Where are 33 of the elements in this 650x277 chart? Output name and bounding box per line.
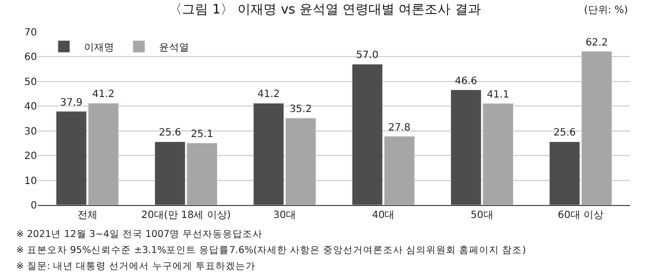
data-label: 41.2 (92, 89, 115, 100)
data-label: 62.2 (586, 37, 608, 48)
x-tick-label: 전체 (77, 210, 98, 221)
text: ※ 표본오차 95%신뢰수준 ±3.1%포인트 응답률7.6%(자세한 사항은 중앙선거여론조사 심의위원회 홈페이지 참조) (16, 245, 526, 256)
data-label: 25.6 (158, 128, 182, 139)
y-tick-label: 50 (24, 76, 37, 88)
y-tick-label: 60 (24, 52, 37, 64)
data-label: 41.2 (258, 89, 280, 100)
text: ※ 질문: 내년 대통령 선거에서 누구에게 투표하겠는가 (16, 261, 256, 272)
x-tick-label: 30대 (273, 210, 296, 221)
text: ※ 2021년 12월 3~4일 전국 1007명 무선자동응답조사 (16, 229, 263, 240)
chart-title: 〈그림 1〉 이재명 vs 윤석열 연령대별 여론조사 결과 (169, 2, 481, 18)
data-label: 27.8 (388, 122, 411, 134)
text: (단위: %) (584, 5, 628, 16)
x-tick-label: 20대(만 18세 이상) (141, 210, 231, 221)
data-label: 35.2 (290, 104, 312, 116)
x-tick-label: 40대 (372, 210, 395, 221)
y-tick-label: 30 (24, 126, 37, 138)
y-tick-label: 40 (24, 102, 37, 113)
x-tick-label: 60대 이상 (558, 210, 604, 221)
data-label: 25.1 (190, 128, 214, 140)
data-label: 37.9 (60, 97, 82, 108)
legend-label: 이재명 (84, 42, 114, 54)
y-tick-label: 0 (30, 200, 37, 212)
data-label: 41.1 (486, 89, 510, 100)
y-tick-label: 10 (24, 176, 37, 187)
data-label: 46.6 (454, 76, 478, 87)
x-tick-label: 50대 (470, 210, 494, 221)
y-tick-label: 20 (24, 151, 37, 162)
y-tick-label: 70 (24, 28, 37, 38)
data-label: 57.0 (356, 50, 378, 62)
legend-label: 윤석열 (158, 42, 189, 54)
data-label: 25.6 (554, 128, 576, 139)
